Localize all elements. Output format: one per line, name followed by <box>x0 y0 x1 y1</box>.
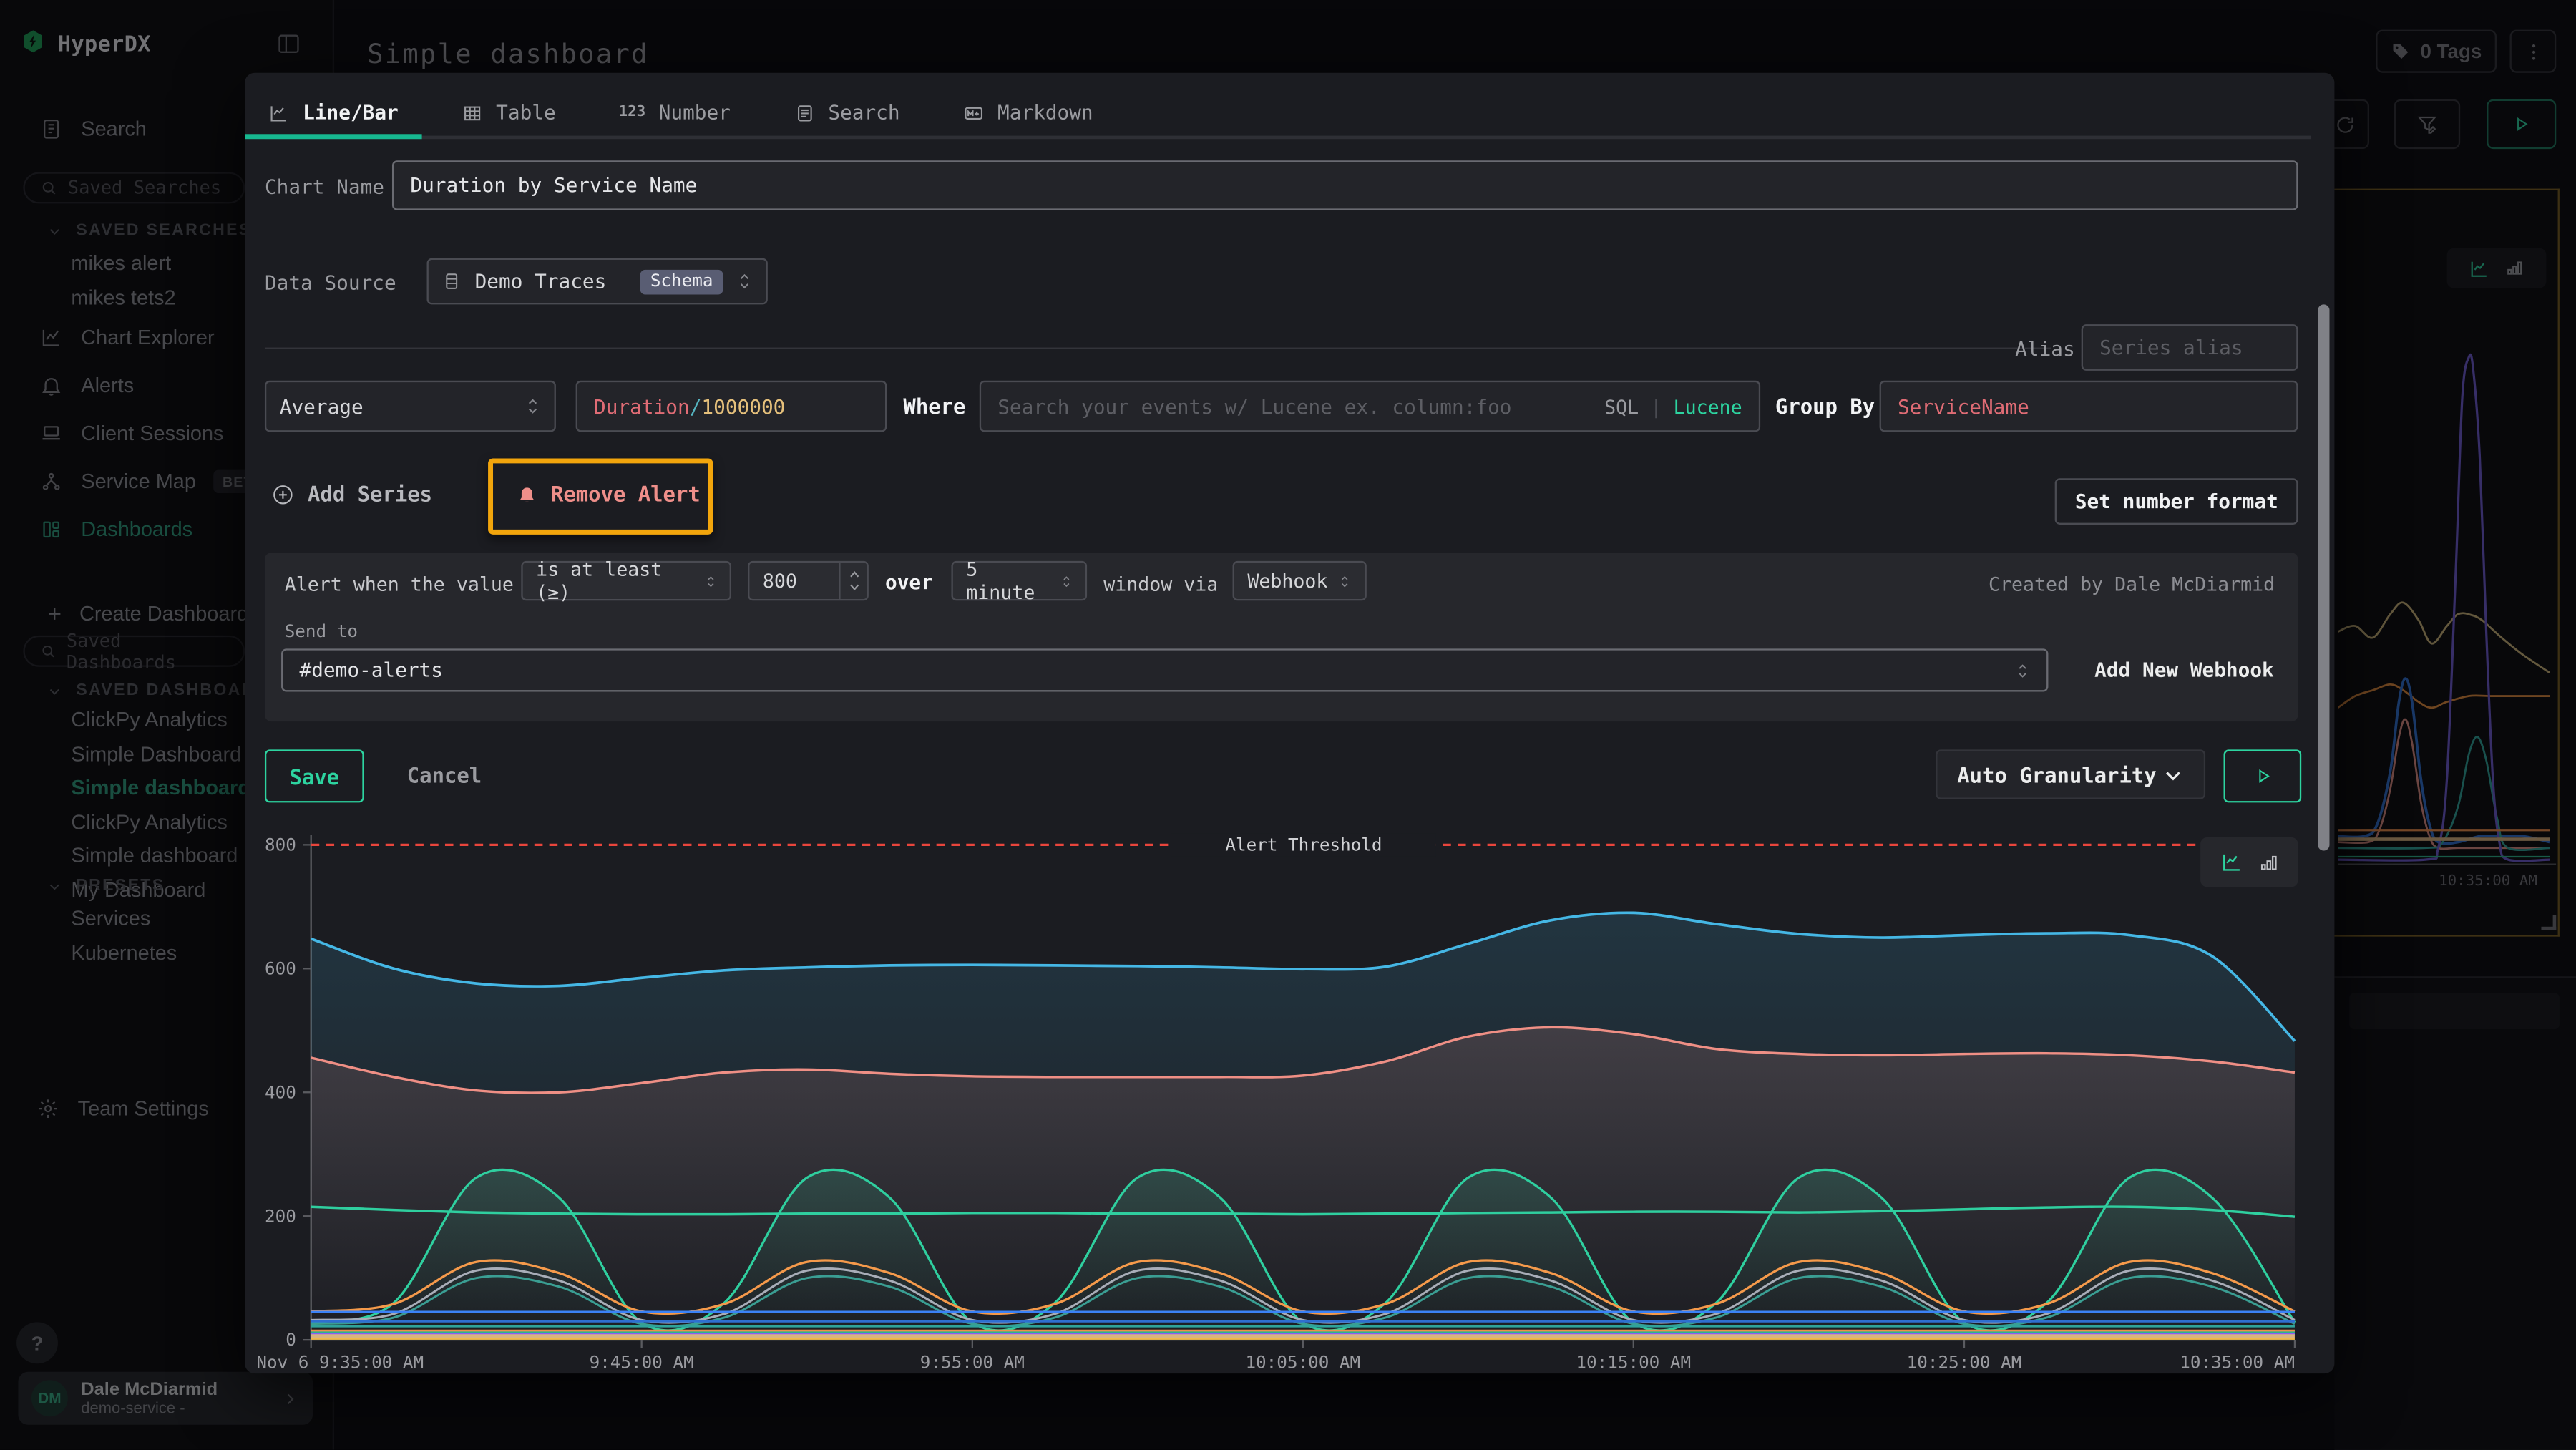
y-tick-label: 800 <box>265 834 296 855</box>
x-tick-label: 10:25:00 AM <box>1907 1351 2022 1372</box>
series-line-service-a <box>311 911 2296 1042</box>
chevron-down-icon <box>850 584 859 591</box>
where-search-input[interactable]: Search your events w/ Lucene ex. column:… <box>979 380 1761 432</box>
group-by-label: Group By <box>1775 394 1875 419</box>
modal-scrollbar[interactable] <box>2318 304 2330 851</box>
preview-chart-type-toggle[interactable] <box>2200 837 2298 887</box>
table-icon <box>464 105 480 120</box>
add-series-button[interactable]: Add Series <box>271 482 432 507</box>
y-tick-label: 200 <box>265 1205 296 1226</box>
preview-chart: 0 200 400 600 800 Nov 6 9:35:00 AM 9:45:00 AM 9… <box>256 833 2296 1372</box>
x-tick-label: 10:15:00 AM <box>1576 1351 1691 1372</box>
created-by-label: Created by Dale McDiarmid <box>1988 573 2275 596</box>
x-tick-label: 9:45:00 AM <box>590 1351 694 1372</box>
remove-alert-button[interactable]: Remove Alert <box>516 482 701 507</box>
plus-circle-icon <box>273 484 293 504</box>
tab-line-bar[interactable]: Line/Bar <box>245 89 421 140</box>
bar-chart-icon <box>2260 855 2276 870</box>
chart-name-input[interactable]: Duration by Service Name <box>391 160 2298 210</box>
where-label: Where <box>903 394 966 419</box>
series-line-service-g <box>311 1275 2296 1328</box>
y-tick-label: 400 <box>265 1081 296 1102</box>
alert-condition-select[interactable]: is at least (≥) <box>521 558 731 604</box>
add-webhook-button[interactable]: Add New Webhook <box>2094 658 2274 682</box>
number-stepper[interactable] <box>839 563 862 599</box>
alert-threshold-label: Alert Threshold <box>1225 834 1382 855</box>
group-by-input[interactable]: ServiceName <box>1879 380 2298 432</box>
series-line-service-b <box>311 1026 2296 1094</box>
schema-badge[interactable]: Schema <box>640 268 723 294</box>
123-icon: 123 <box>618 104 646 121</box>
send-to-label: Send to <box>284 622 358 643</box>
y-tick-label: 0 <box>286 1329 296 1350</box>
save-button[interactable]: Save <box>264 749 364 803</box>
chevrons-up-down-icon <box>1063 575 1070 586</box>
chart-name-label: Chart Name <box>264 175 384 199</box>
divider <box>264 347 2052 349</box>
series-line-service-c <box>311 1205 2296 1218</box>
x-tick-label: Nov 6 9:35:00 AM <box>256 1351 424 1372</box>
x-tick-label: 10:35:00 AM <box>2180 1351 2295 1372</box>
series-line-service-d <box>311 1168 2296 1332</box>
tab-number[interactable]: 123 Number <box>618 101 731 125</box>
alert-threshold-input[interactable]: 800 <box>748 560 869 601</box>
alert-prefix-label: Alert when the value <box>284 573 514 596</box>
expression-token: 1000000 <box>701 394 786 418</box>
chevrons-up-down-icon <box>2019 663 2026 677</box>
field-expression-input[interactable]: Duration/1000000 <box>575 380 887 432</box>
window-via-label: window via <box>1103 573 1219 596</box>
data-source-select[interactable]: Demo Traces Schema <box>426 258 768 305</box>
sql-mode-toggle[interactable]: SQL <box>1604 394 1639 418</box>
alert-window-select[interactable]: 5 minute <box>951 558 1088 604</box>
alias-input[interactable]: Series alias <box>2081 324 2298 371</box>
line-chart-icon <box>2222 854 2239 871</box>
aggregation-select[interactable]: Average <box>264 380 556 432</box>
database-icon <box>446 273 458 289</box>
alias-label: Alias <box>2015 337 2075 361</box>
expression-token: / <box>689 394 702 418</box>
tab-search[interactable]: Search <box>790 89 903 136</box>
x-tick-label: 9:55:00 AM <box>920 1351 1025 1372</box>
tab-markdown[interactable]: Markdown <box>960 89 1096 136</box>
granularity-select[interactable]: Auto Granularity <box>1936 749 2206 799</box>
chevrons-up-down-icon <box>740 273 749 289</box>
chevrons-up-down-icon <box>528 399 537 414</box>
send-to-select[interactable]: #demo-alerts <box>281 648 2049 692</box>
line-chart-icon <box>270 105 286 121</box>
series-line-service-f <box>311 1267 2296 1324</box>
doc-search-icon <box>796 104 811 121</box>
markdown-icon <box>965 106 982 119</box>
run-query-button[interactable] <box>2223 749 2302 803</box>
cancel-button[interactable]: Cancel <box>406 762 482 787</box>
expression-token: Duration <box>594 394 690 418</box>
chevron-down-icon <box>2166 771 2180 780</box>
bell-icon <box>519 487 535 503</box>
tab-table[interactable]: Table <box>458 89 559 136</box>
chart-type-tabs: Line/Bar Table 123 Number Search Markdown <box>245 89 2312 140</box>
x-tick-label: 10:05:00 AM <box>1245 1351 1360 1372</box>
annotation-highlight-box <box>488 458 713 535</box>
alert-channel-select[interactable]: Webhook <box>1232 560 1367 601</box>
chevrons-up-down-icon <box>707 575 713 587</box>
y-tick-label: 600 <box>265 958 296 978</box>
data-source-label: Data Source <box>264 271 396 295</box>
edit-chart-dialog: Line/Bar Table 123 Number Search Markdown Cha… <box>245 72 2335 1374</box>
alert-settings-panel: Alert when the value is at least (≥) 800… <box>264 553 2298 722</box>
over-label: over <box>884 570 933 595</box>
chevrons-up-down-icon <box>1342 575 1349 587</box>
set-number-format-button[interactable]: Set number format <box>2055 478 2298 525</box>
play-icon <box>2258 769 2269 783</box>
lucene-mode-toggle[interactable]: Lucene <box>1673 394 1742 418</box>
chevron-up-icon <box>850 571 859 578</box>
